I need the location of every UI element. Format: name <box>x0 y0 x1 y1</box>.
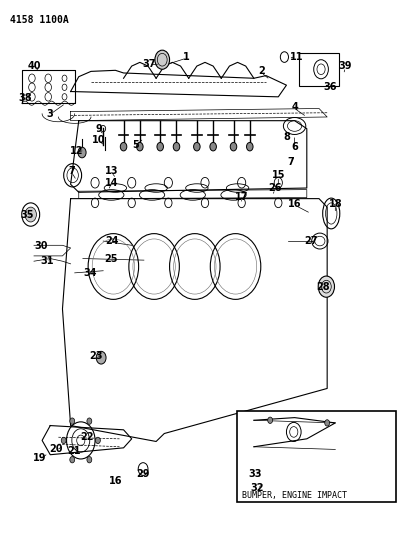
Text: 30: 30 <box>34 241 48 252</box>
Text: 10: 10 <box>92 135 106 146</box>
Text: 35: 35 <box>20 209 33 220</box>
Text: 38: 38 <box>18 93 32 103</box>
Circle shape <box>25 207 36 222</box>
Circle shape <box>193 142 200 151</box>
Text: 1: 1 <box>183 52 190 62</box>
Text: 19: 19 <box>33 454 47 463</box>
Circle shape <box>267 417 272 423</box>
Circle shape <box>324 419 329 426</box>
Text: 25: 25 <box>103 254 117 263</box>
Text: 12: 12 <box>70 146 83 156</box>
Text: 28: 28 <box>315 281 329 292</box>
Text: 34: 34 <box>83 268 97 278</box>
Circle shape <box>61 437 66 443</box>
Text: 32: 32 <box>250 483 263 493</box>
Text: 37: 37 <box>142 59 155 69</box>
Text: 24: 24 <box>105 236 119 246</box>
Circle shape <box>173 142 179 151</box>
Text: 18: 18 <box>328 199 341 209</box>
Circle shape <box>317 276 334 297</box>
Text: 6: 6 <box>290 142 297 152</box>
Text: 2: 2 <box>257 67 264 76</box>
Text: 26: 26 <box>267 183 281 193</box>
Circle shape <box>209 142 216 151</box>
Text: 39: 39 <box>338 61 351 71</box>
Text: 23: 23 <box>89 351 102 361</box>
Text: 29: 29 <box>136 470 149 479</box>
Text: 31: 31 <box>40 256 54 266</box>
Circle shape <box>230 142 236 151</box>
Text: 7: 7 <box>286 157 293 166</box>
Text: 3: 3 <box>46 109 53 119</box>
Bar <box>236 411 395 503</box>
Circle shape <box>136 142 143 151</box>
Text: 16: 16 <box>287 199 301 209</box>
Text: 9: 9 <box>96 124 102 134</box>
Circle shape <box>120 142 126 151</box>
Text: 21: 21 <box>67 446 81 456</box>
Text: 15: 15 <box>271 171 284 180</box>
Text: 8: 8 <box>282 132 289 142</box>
Text: 17: 17 <box>234 191 248 201</box>
Text: 33: 33 <box>247 470 261 479</box>
Circle shape <box>70 457 74 463</box>
Text: 40: 40 <box>28 61 41 71</box>
Text: 27: 27 <box>303 236 317 246</box>
Circle shape <box>96 351 106 364</box>
Circle shape <box>87 418 92 424</box>
Text: 13: 13 <box>104 166 118 176</box>
Circle shape <box>157 142 163 151</box>
Text: 20: 20 <box>49 445 63 455</box>
Circle shape <box>246 142 252 151</box>
Text: 4: 4 <box>290 102 297 112</box>
Circle shape <box>87 457 92 463</box>
Circle shape <box>70 418 74 424</box>
Text: 22: 22 <box>80 432 93 442</box>
Text: 11: 11 <box>289 52 303 62</box>
Circle shape <box>78 147 86 158</box>
Circle shape <box>155 50 169 69</box>
Text: 4158 1100A: 4158 1100A <box>9 14 68 25</box>
Circle shape <box>95 437 100 443</box>
Text: 36: 36 <box>323 82 336 92</box>
Text: 5: 5 <box>132 140 139 150</box>
Text: 14: 14 <box>104 177 118 188</box>
Text: 16: 16 <box>108 477 122 486</box>
Text: 7: 7 <box>68 166 74 176</box>
Text: BUMPER, ENGINE IMPACT: BUMPER, ENGINE IMPACT <box>241 491 346 500</box>
